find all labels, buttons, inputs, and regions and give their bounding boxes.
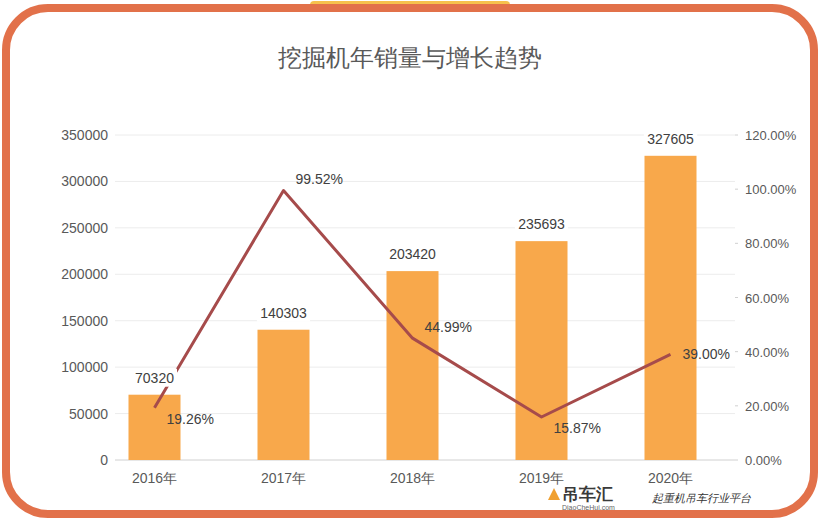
marks	[129, 156, 697, 460]
y2-tick	[735, 351, 738, 352]
y2-tick	[735, 297, 738, 298]
labels: 70320 140303 203420 235693 327605 19.26% 99.52…	[132, 130, 730, 436]
x-tick-label: 2017年	[261, 470, 306, 486]
y2-tick-label: 0.00%	[745, 453, 782, 468]
bar	[129, 395, 181, 460]
y2-tick	[735, 405, 738, 406]
x-tick-label: 2016年	[132, 470, 177, 486]
x-tick-label: 2020年	[648, 470, 693, 486]
x-tick-label: 2018年	[390, 470, 435, 486]
y-tick-label: 350000	[61, 127, 108, 143]
y2-tick-label: 100.00%	[745, 182, 797, 197]
bar	[387, 271, 439, 460]
y2-tick-label: 40.00%	[745, 345, 790, 360]
logo-icon	[548, 488, 560, 500]
chart: 挖掘机年销量与增长趋势 0 50000 100000 150000 200000 25000…	[0, 0, 820, 521]
grid-line	[115, 135, 735, 136]
y2-tick-label: 60.00%	[745, 291, 790, 306]
grid-line	[115, 227, 735, 228]
bar-label: 235693	[518, 216, 565, 232]
line-label: 19.26%	[167, 411, 214, 427]
frame	[6, 8, 814, 514]
bar-label: 140303	[260, 305, 307, 321]
y2-tick-label: 80.00%	[745, 236, 790, 251]
y-tick-label: 200000	[61, 266, 108, 282]
bar-label: 70320	[135, 370, 174, 386]
bar	[258, 330, 310, 460]
watermark: 吊车汇	[562, 485, 613, 504]
title: 挖掘机年销量与增长趋势	[278, 44, 542, 71]
y-tick-label: 250000	[61, 220, 108, 236]
label-patch	[257, 304, 310, 322]
line-label: 15.87%	[554, 420, 601, 436]
label-patch	[386, 245, 439, 263]
y2-tick	[735, 243, 738, 244]
bar-label: 203420	[389, 246, 436, 262]
y2-tick	[735, 460, 738, 461]
y-tick-label: 100000	[61, 359, 108, 375]
line-label: 39.00%	[683, 346, 730, 362]
bar	[645, 156, 697, 460]
y2-tick-label: 20.00%	[745, 399, 790, 414]
y-tick-label: 50000	[69, 406, 108, 422]
y2-tick-label: 120.00%	[745, 128, 797, 143]
grid-line	[115, 181, 735, 182]
watermark-slogan: 起重机吊车行业平台	[652, 492, 751, 504]
x-tick-label: 2019年	[519, 470, 564, 486]
line	[155, 190, 671, 417]
label-patch	[132, 369, 177, 387]
watermark-url: DiaoCheHui.com	[562, 504, 615, 511]
label-patch	[515, 215, 568, 233]
y-tick-label: 300000	[61, 173, 108, 189]
line-label: 44.99%	[425, 319, 472, 335]
y2-tick	[735, 189, 738, 190]
bar-label: 327605	[647, 131, 694, 147]
line-label: 99.52%	[296, 171, 343, 187]
label-patch	[644, 130, 697, 148]
y2-tick	[735, 135, 738, 136]
y-tick-label: 0	[100, 452, 108, 468]
y-tick-label: 150000	[61, 313, 108, 329]
